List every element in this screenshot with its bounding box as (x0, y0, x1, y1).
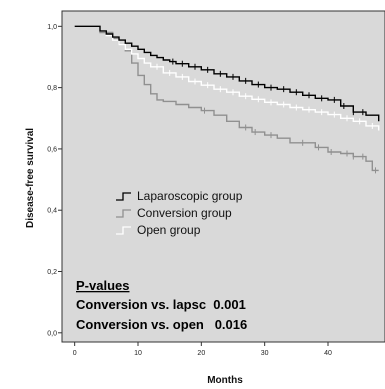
y-tick-label: 0,0 (47, 330, 57, 337)
legend-swatch-conversion (116, 209, 131, 218)
x-tick-label: 30 (261, 350, 269, 357)
y-axis-title: Disease-free survival (25, 128, 36, 228)
y-tick-label: 0,8 (47, 85, 57, 92)
legend-label-open: Open group (137, 223, 201, 237)
series-layer (74, 25, 380, 174)
legend-swatch-open (116, 226, 131, 235)
y-axis: 0,0 0,2 0,4 0,6 0,8 1,0 (47, 24, 62, 337)
legend-swatch-laparoscopic (116, 192, 131, 201)
legend-label-conversion: Conversion group (137, 206, 232, 220)
x-axis-title: Months (207, 375, 243, 386)
x-tick-label: 10 (134, 350, 142, 357)
x-tick-label: 40 (324, 350, 332, 357)
y-tick-label: 0,2 (47, 269, 57, 276)
x-tick-label: 0 (73, 350, 77, 357)
km-curve-conversion (74, 25, 379, 172)
x-axis: 0 10 20 30 40 (73, 342, 332, 357)
plot-area (61, 10, 385, 343)
p-values-heading: P-values (76, 278, 129, 293)
p-value-conversion-vs-lapsc: Conversion vs. lapsc 0.001 (76, 297, 246, 312)
y-tick-label: 0,6 (47, 146, 57, 153)
y-tick-label: 0,4 (47, 208, 57, 215)
legend: Laparoscopic group Conversion group Open… (116, 189, 243, 237)
x-tick-label: 20 (197, 350, 205, 357)
y-tick-label: 1,0 (47, 24, 57, 31)
p-value-conversion-vs-open: Conversion vs. open 0.016 (76, 317, 247, 332)
legend-label-laparoscopic: Laparoscopic group (137, 189, 243, 203)
p-value-annotation: P-values Conversion vs. lapsc 0.001 Conv… (76, 278, 247, 332)
